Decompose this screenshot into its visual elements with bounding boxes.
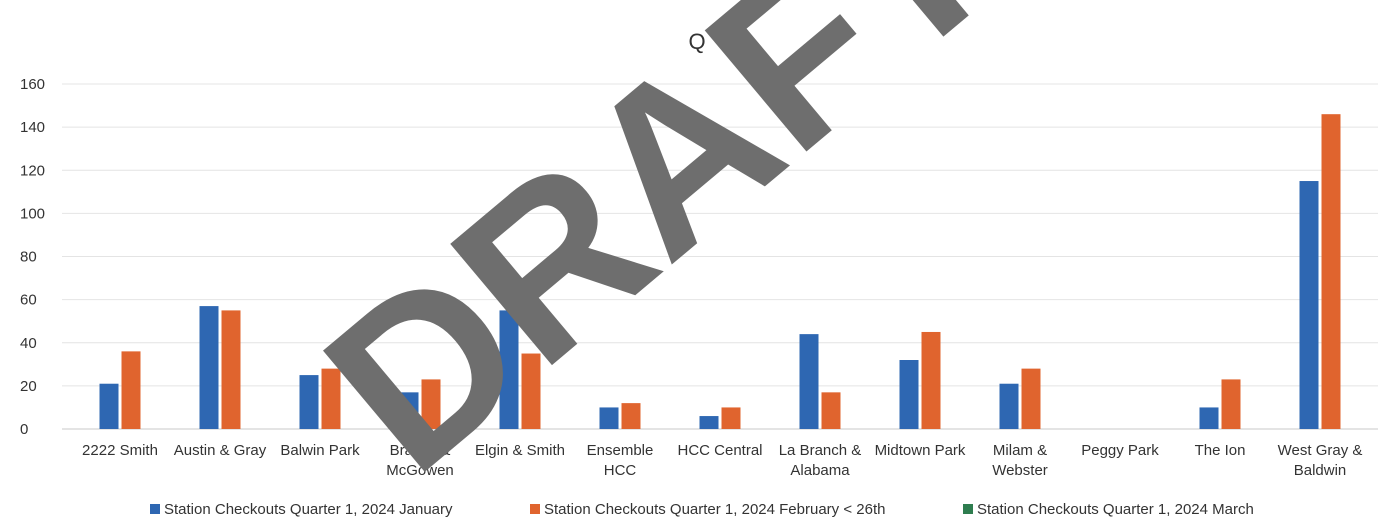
bar-1-9 xyxy=(899,360,919,429)
category-label: 2222 Smith xyxy=(82,442,158,459)
category-label: La Branch & Alabama xyxy=(779,442,862,479)
category-label: West Gray & Baldwin xyxy=(1278,442,1363,479)
chart-title: Q xyxy=(688,29,705,54)
gridlines xyxy=(62,83,1378,430)
bar-2-2 xyxy=(221,310,241,429)
bar-1-3 xyxy=(299,375,319,429)
x-axis-categories: 2222 Smith Austin & Gray Balwin Park Brazos… xyxy=(82,442,1362,479)
legend-swatch xyxy=(530,504,540,514)
bar-1-1 xyxy=(99,383,119,429)
bar-1-7 xyxy=(699,416,719,429)
category-label: The Ion xyxy=(1195,442,1246,459)
y-tick-label: 60 xyxy=(20,292,37,309)
bar-2-4 xyxy=(421,379,441,429)
category-label: Peggy Park xyxy=(1081,442,1159,459)
category-label: Balwin Park xyxy=(280,442,360,459)
y-tick-label: 80 xyxy=(20,249,37,266)
bar-2-6 xyxy=(621,403,641,429)
bar-1-8 xyxy=(799,334,819,429)
bar-1-5 xyxy=(499,310,519,429)
bar-2-7 xyxy=(721,407,741,429)
bar-2-10 xyxy=(1021,368,1041,429)
y-tick-label: 40 xyxy=(20,335,37,352)
y-tick-label: 160 xyxy=(20,76,45,93)
bar-2-3 xyxy=(321,368,341,429)
legend-label: Station Checkouts Quarter 1, 2024 Januar… xyxy=(164,501,453,518)
bars xyxy=(99,114,1341,429)
legend-label: Station Checkouts Quarter 1, 2024 Februa… xyxy=(544,501,885,518)
category-label: Elgin & Smith xyxy=(475,442,565,459)
category-label: Milam & Webster xyxy=(992,442,1048,479)
bar-2-8 xyxy=(821,392,841,429)
category-label: Ensemble HCC xyxy=(587,442,654,479)
category-label: Austin & Gray xyxy=(174,442,267,459)
y-tick-label: 120 xyxy=(20,162,45,179)
legend-swatch xyxy=(150,504,160,514)
category-label: Brazos & McGowen xyxy=(386,442,454,479)
bar-1-2 xyxy=(199,306,219,429)
y-tick-label: 20 xyxy=(20,378,37,395)
y-tick-label: 140 xyxy=(20,119,45,136)
bar-1-12 xyxy=(1199,407,1219,429)
bar-2-9 xyxy=(921,331,941,429)
bar-1-4 xyxy=(399,392,419,429)
category-label: Midtown Park xyxy=(875,442,966,459)
bar-1-10 xyxy=(999,383,1019,429)
bar-1-6 xyxy=(599,407,619,429)
bar-1-13 xyxy=(1299,181,1319,429)
bar-2-12 xyxy=(1221,379,1241,429)
bar-2-1 xyxy=(121,351,141,429)
y-axis-ticks: 0 20 40 60 80 100 120 140 160 xyxy=(20,76,45,438)
y-tick-label: 100 xyxy=(20,205,45,222)
legend: Station Checkouts Quarter 1, 2024 Januar… xyxy=(150,501,1254,518)
category-label: HCC Central xyxy=(677,442,762,459)
legend-label: Station Checkouts Quarter 1, 2024 March xyxy=(977,501,1254,518)
y-tick-label: 0 xyxy=(20,421,28,438)
legend-swatch xyxy=(963,504,973,514)
bar-2-5 xyxy=(521,353,541,429)
bar-2-13 xyxy=(1321,114,1341,429)
